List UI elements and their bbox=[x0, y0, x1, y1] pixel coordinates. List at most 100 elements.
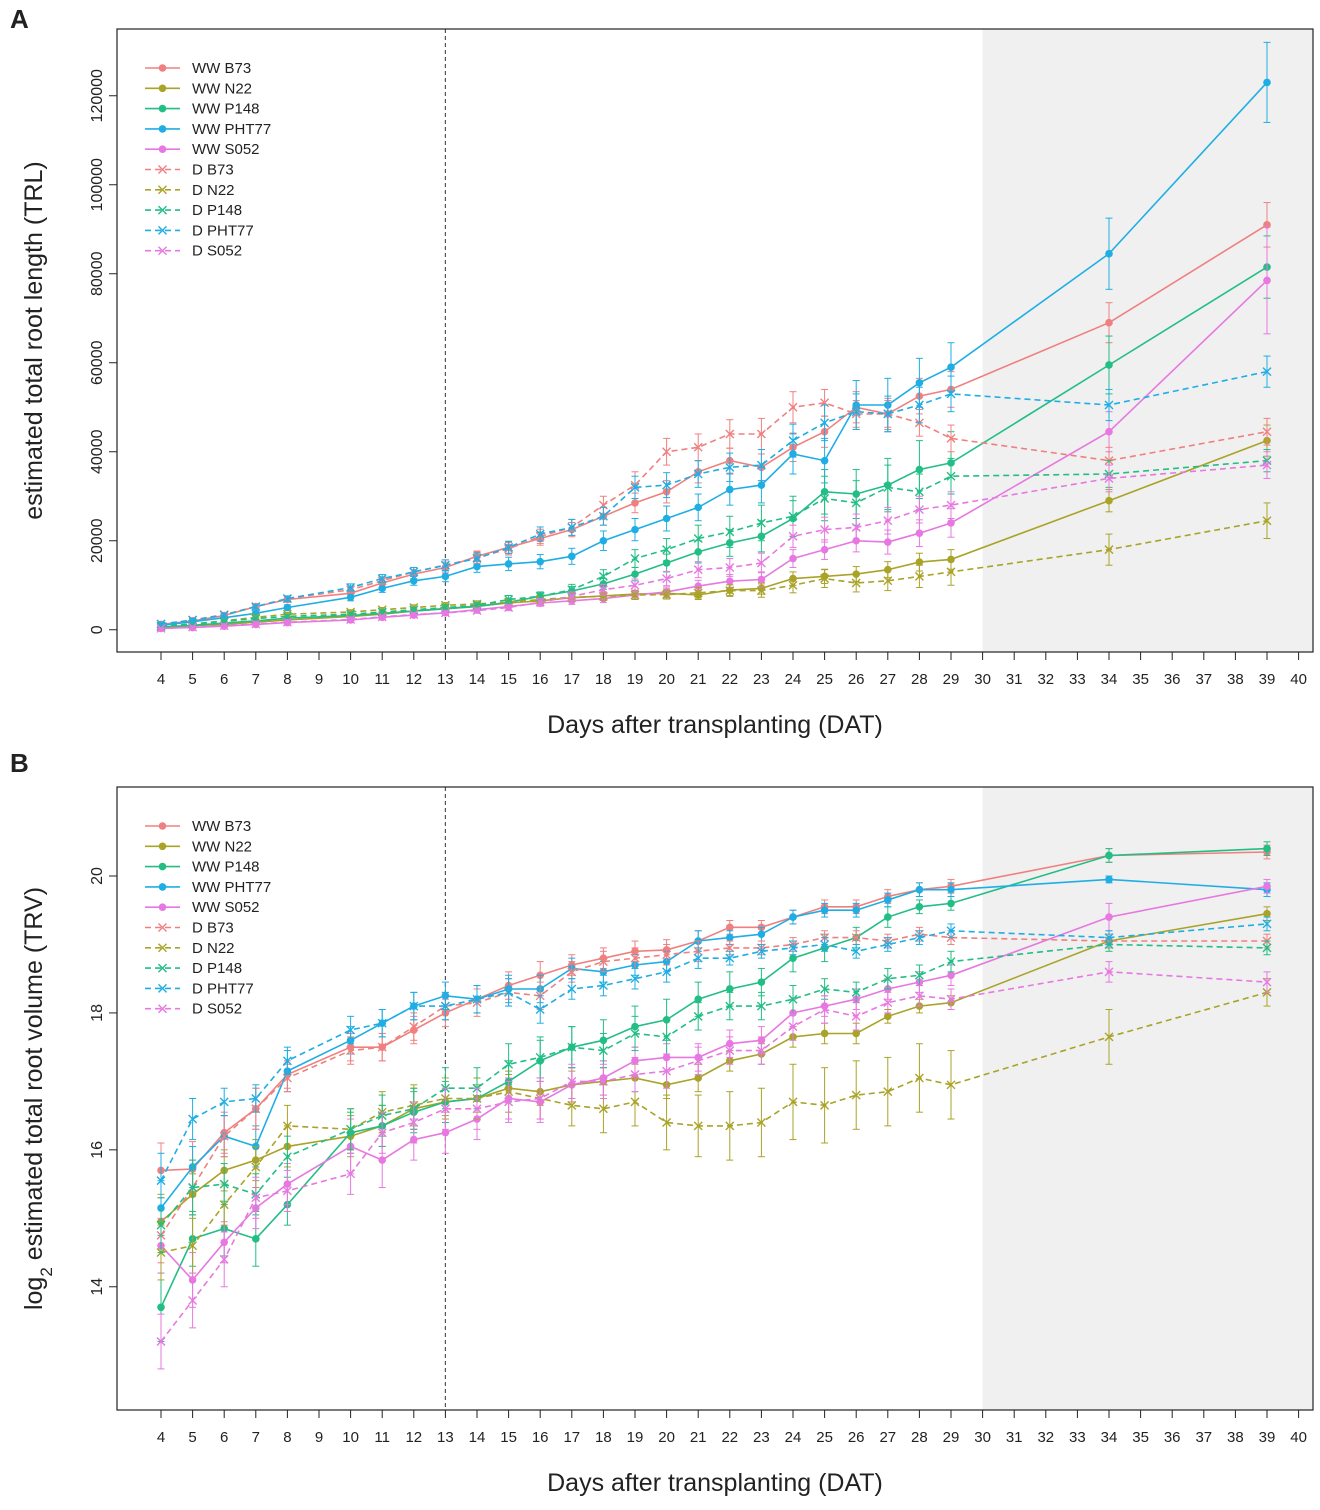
data-point bbox=[947, 363, 955, 372]
y-axis-title-subscript: 2 bbox=[37, 1267, 56, 1276]
data-point-x bbox=[725, 953, 735, 963]
x-tick-label: 29 bbox=[943, 1429, 960, 1446]
data-point-x bbox=[851, 522, 861, 532]
x-tick-label: 28 bbox=[911, 671, 928, 688]
data-point bbox=[1263, 882, 1271, 891]
data-point-x bbox=[535, 1052, 545, 1062]
data-point-x bbox=[788, 436, 798, 446]
x-tick-label: 40 bbox=[1290, 671, 1307, 688]
data-point-x bbox=[630, 1028, 640, 1038]
x-tick-label: 9 bbox=[315, 671, 323, 688]
data-point bbox=[789, 913, 797, 921]
shaded-region bbox=[982, 787, 1313, 1410]
data-point bbox=[378, 584, 387, 593]
data-point-x bbox=[251, 619, 261, 629]
data-point-x bbox=[788, 402, 798, 412]
data-point-x bbox=[251, 1094, 261, 1103]
y-axis-title: estimated total root length (TRL) bbox=[20, 161, 48, 520]
data-point-x bbox=[914, 1073, 924, 1083]
legend-marker bbox=[158, 983, 167, 993]
plot-frame bbox=[116, 28, 1314, 653]
data-point bbox=[1105, 496, 1113, 505]
data-point bbox=[884, 538, 892, 546]
data-point-x bbox=[282, 594, 292, 604]
data-point-x bbox=[883, 482, 893, 492]
data-point-x bbox=[662, 1117, 672, 1127]
x-tick-label: 33 bbox=[1069, 1429, 1086, 1446]
data-point-x bbox=[188, 1241, 198, 1251]
y-tick-label: 20000 bbox=[89, 518, 106, 563]
data-point bbox=[568, 552, 576, 561]
data-point-x bbox=[851, 1011, 861, 1021]
data-point-x bbox=[851, 578, 861, 588]
legend-marker bbox=[158, 246, 167, 256]
x-tick-label: 19 bbox=[627, 671, 644, 688]
legend-label: WW B73 bbox=[192, 818, 251, 835]
data-point bbox=[694, 1074, 702, 1082]
data-point-x bbox=[756, 586, 766, 596]
x-tick-label: 35 bbox=[1132, 1429, 1149, 1446]
data-point-x bbox=[946, 567, 956, 577]
data-point-x bbox=[156, 623, 166, 633]
x-tick-label: 40 bbox=[1290, 1429, 1307, 1446]
legend-marker bbox=[158, 883, 167, 891]
legend-label: WW B73 bbox=[192, 60, 251, 77]
x-tick-label: 22 bbox=[721, 1429, 738, 1446]
data-point-x bbox=[756, 518, 766, 528]
legend-marker bbox=[158, 125, 167, 133]
data-point-x bbox=[472, 606, 482, 616]
data-point bbox=[852, 1029, 860, 1038]
legend-label: D PHT77 bbox=[192, 980, 254, 997]
data-point bbox=[1105, 249, 1113, 258]
legend-label: D N22 bbox=[192, 940, 235, 957]
data-point-x bbox=[851, 933, 861, 943]
data-point-x bbox=[251, 1162, 261, 1172]
data-point bbox=[726, 923, 734, 932]
data-point-x bbox=[219, 1254, 229, 1264]
data-point-x bbox=[914, 991, 924, 1001]
data-point bbox=[757, 481, 766, 489]
data-point-x bbox=[440, 608, 450, 618]
x-tick-label: 28 bbox=[911, 1429, 928, 1446]
data-point-x bbox=[662, 574, 672, 584]
data-point-x bbox=[409, 1001, 419, 1011]
data-point bbox=[820, 1029, 829, 1038]
data-point-x bbox=[282, 1186, 292, 1196]
legend-label: WW N22 bbox=[192, 838, 252, 855]
data-point-x bbox=[251, 602, 261, 612]
data-point-x bbox=[820, 493, 830, 503]
data-point-x bbox=[662, 545, 672, 555]
x-tick-label: 20 bbox=[658, 1429, 675, 1446]
data-point-x bbox=[598, 1104, 608, 1114]
data-point-x bbox=[598, 981, 608, 991]
data-point-x bbox=[409, 1022, 419, 1032]
data-point-x bbox=[1262, 977, 1272, 987]
data-point bbox=[410, 577, 418, 585]
data-point-x bbox=[188, 1183, 198, 1192]
data-point-x bbox=[1104, 967, 1114, 977]
data-point bbox=[947, 899, 955, 908]
data-point bbox=[631, 570, 639, 578]
data-point bbox=[1263, 909, 1271, 918]
data-point-x bbox=[725, 462, 735, 472]
data-point bbox=[947, 519, 955, 527]
data-point bbox=[947, 971, 955, 980]
data-point-x bbox=[598, 1076, 608, 1086]
data-point-x bbox=[788, 531, 798, 541]
data-point-x bbox=[693, 534, 703, 544]
legend-label: D P148 bbox=[192, 202, 242, 219]
data-point bbox=[1263, 78, 1271, 87]
data-point-x bbox=[788, 580, 798, 590]
x-tick-label: 35 bbox=[1132, 671, 1149, 688]
data-point-x bbox=[946, 957, 956, 967]
data-point-x bbox=[788, 994, 798, 1004]
data-point-x bbox=[535, 1005, 545, 1014]
x-tick-label: 5 bbox=[188, 671, 196, 688]
data-point-x bbox=[883, 939, 893, 949]
data-point-x bbox=[504, 1097, 514, 1107]
data-point-x bbox=[883, 1087, 893, 1097]
legend-label: WW PHT77 bbox=[192, 121, 271, 138]
x-tick-label: 26 bbox=[848, 671, 865, 688]
data-point-x bbox=[1262, 427, 1272, 437]
